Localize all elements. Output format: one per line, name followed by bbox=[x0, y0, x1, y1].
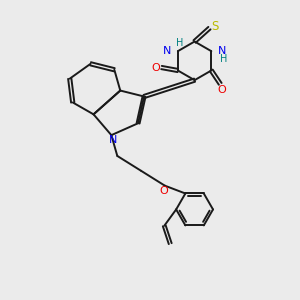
Text: N: N bbox=[109, 135, 117, 145]
Text: O: O bbox=[159, 186, 168, 196]
Text: N: N bbox=[163, 46, 171, 56]
Text: H: H bbox=[176, 38, 183, 48]
Text: O: O bbox=[217, 85, 226, 95]
Text: O: O bbox=[152, 62, 161, 73]
Text: H: H bbox=[220, 55, 227, 64]
Text: S: S bbox=[212, 20, 219, 33]
Text: N: N bbox=[218, 46, 226, 56]
